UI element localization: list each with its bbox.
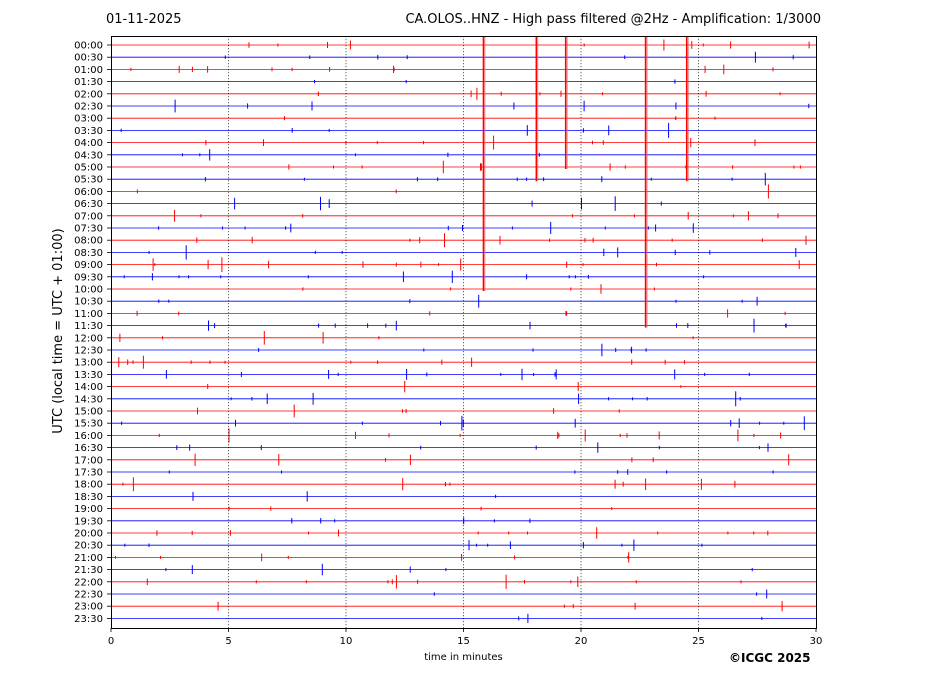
y-tick-label: 02:30 — [74, 102, 103, 113]
y-tick-label: 03:00 — [74, 114, 103, 125]
y-tick-label: 02:00 — [74, 89, 103, 100]
y-tick-label: 04:00 — [74, 138, 103, 149]
x-tick-label: 30 — [810, 636, 823, 647]
y-tick-label: 07:00 — [74, 211, 103, 222]
y-tick-label: 21:00 — [74, 553, 103, 564]
y-tick-label: 17:00 — [74, 455, 103, 466]
y-tick-label: 05:30 — [74, 175, 103, 186]
vertical-gridlines — [228, 36, 699, 628]
y-tick-label: 05:00 — [74, 163, 103, 174]
y-tick-label: 09:30 — [74, 272, 103, 283]
y-tick-label: 13:30 — [74, 370, 103, 381]
y-axis-label: UTC (local time = UTC + 01:00) — [51, 228, 66, 433]
y-tick-label: 20:30 — [74, 541, 103, 552]
x-axis-ticks: 0 5 10 15 20 25 30 — [108, 628, 823, 647]
y-tick-label: 18:30 — [74, 492, 103, 503]
y-tick-label: 21:30 — [74, 565, 103, 576]
y-tick-label: 01:00 — [74, 65, 103, 76]
y-tick-label: 01:30 — [74, 77, 103, 88]
y-tick-label: 07:30 — [74, 224, 103, 235]
y-tick-label: 12:00 — [74, 333, 103, 344]
y-tick-label: 18:00 — [74, 480, 103, 491]
y-tick-label: 15:00 — [74, 407, 103, 418]
y-tick-label: 20:00 — [74, 529, 103, 540]
x-tick-label: 0 — [108, 636, 114, 647]
y-tick-label: 04:30 — [74, 150, 103, 161]
x-tick-label: 25 — [692, 636, 705, 647]
event-marks — [115, 39, 810, 623]
x-axis-label: time in minutes — [424, 652, 503, 663]
y-tick-label: 23:00 — [74, 602, 103, 613]
y-tick-label: 19:30 — [74, 516, 103, 527]
x-tick-label: 15 — [457, 636, 470, 647]
y-tick-label: 17:30 — [74, 468, 103, 479]
y-tick-label: 11:30 — [74, 321, 103, 332]
y-tick-label: 09:00 — [74, 260, 103, 271]
y-tick-label: 16:00 — [74, 431, 103, 442]
y-tick-label: 08:00 — [74, 236, 103, 247]
y-tick-label: 00:30 — [74, 53, 103, 64]
y-tick-label: 08:30 — [74, 248, 103, 259]
chart-title: CA.OLOS..HNZ - High pass filtered @2Hz -… — [405, 12, 821, 27]
y-tick-label: 19:00 — [74, 504, 103, 515]
y-tick-label: 10:00 — [74, 285, 103, 296]
spike-marks — [482, 37, 689, 328]
y-tick-label: 22:00 — [74, 577, 103, 588]
y-tick-label: 23:30 — [74, 614, 103, 625]
y-tick-label: 15:30 — [74, 419, 103, 430]
y-tick-label: 10:30 — [74, 297, 103, 308]
plot-frame — [111, 36, 817, 629]
y-tick-label: 06:30 — [74, 199, 103, 210]
y-tick-label: 14:00 — [74, 382, 103, 393]
x-tick-label: 20 — [575, 636, 588, 647]
copyright-label: ©ICGC 2025 — [729, 651, 811, 665]
y-tick-label: 22:30 — [74, 590, 103, 601]
y-tick-label: 11:00 — [74, 309, 103, 320]
x-tick-label: 5 — [225, 636, 231, 647]
y-tick-label: 14:30 — [74, 394, 103, 405]
y-tick-label: 03:30 — [74, 126, 103, 137]
y-tick-label: 13:00 — [74, 358, 103, 369]
date-label: 01-11-2025 — [106, 12, 182, 27]
y-tick-label: 12:30 — [74, 346, 103, 357]
y-tick-label: 00:00 — [74, 41, 103, 52]
x-tick-label: 10 — [340, 636, 353, 647]
y-tick-label: 16:30 — [74, 443, 103, 454]
trace-lines — [111, 44, 816, 619]
y-tick-label: 06:00 — [74, 187, 103, 198]
